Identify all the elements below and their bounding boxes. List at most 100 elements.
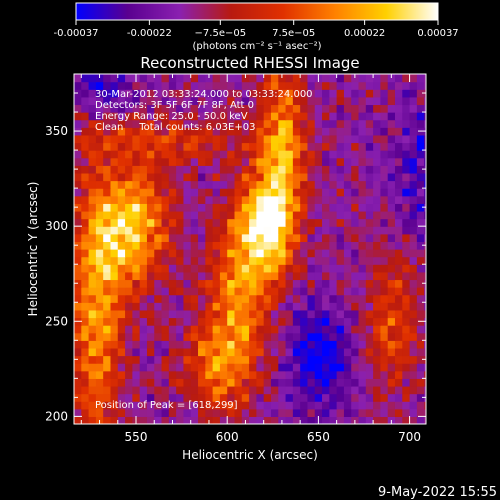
- heatmap-cell: [198, 302, 206, 311]
- heatmap-cell: [161, 81, 170, 90]
- heatmap-cell: [409, 416, 418, 424]
- heatmap-cell: [409, 256, 418, 265]
- heatmap-cell: [263, 74, 272, 83]
- heatmap-cell: [307, 203, 316, 212]
- heatmap-cell: [394, 188, 403, 197]
- heatmap-cell: [343, 378, 352, 387]
- heatmap-cell: [300, 279, 309, 288]
- heatmap-cell: [351, 309, 360, 319]
- heatmap-cell: [351, 317, 360, 326]
- heatmap-cell: [205, 408, 214, 417]
- heatmap-cell: [176, 119, 185, 128]
- heatmap-cell: [314, 89, 323, 98]
- heatmap-cell: [74, 210, 82, 220]
- heatmap-cell: [249, 378, 257, 387]
- heatmap-cell: [292, 127, 301, 136]
- heatmap-cell: [365, 416, 374, 424]
- heatmap-cell: [365, 294, 374, 303]
- heatmap-cell: [212, 416, 221, 424]
- heatmap-cell: [176, 363, 185, 372]
- heatmap-cell: [205, 279, 214, 288]
- heatmap-cell: [329, 157, 338, 166]
- heatmap-cell: [380, 233, 389, 242]
- heatmap-cell: [125, 127, 133, 136]
- heatmap-cell: [241, 157, 250, 166]
- heatmap-cell: [373, 355, 382, 364]
- heatmap-cell: [424, 195, 426, 204]
- heatmap-cell: [322, 317, 330, 326]
- heatmap-cell: [168, 104, 177, 113]
- heatmap-cell: [212, 408, 221, 417]
- heatmap-cell: [168, 89, 177, 98]
- heatmap-cell: [176, 233, 185, 242]
- heatmap-cell: [285, 279, 294, 288]
- heatmap-cell: [139, 355, 148, 364]
- heatmap-cell: [300, 317, 309, 326]
- heatmap-cell: [117, 89, 126, 98]
- heatmap-cell: [132, 89, 141, 98]
- heatmap-cell: [227, 96, 236, 106]
- heatmap-cell: [81, 287, 90, 296]
- heatmap-cell: [74, 408, 82, 417]
- heatmap-cell: [154, 294, 163, 303]
- heatmap-cell: [249, 393, 257, 402]
- heatmap-cell: [139, 172, 148, 182]
- heatmap-cell: [285, 256, 294, 265]
- heatmap-cell: [81, 134, 90, 144]
- heatmap-cell: [176, 325, 185, 334]
- heatmap-cell: [234, 134, 243, 144]
- heatmap-cell: [139, 309, 148, 319]
- heatmap-cell: [314, 233, 323, 242]
- heatmap-cell: [168, 195, 177, 204]
- heatmap-cell: [380, 363, 389, 372]
- heatmap-cell: [278, 340, 287, 349]
- heatmap-cell: [322, 233, 330, 242]
- heatmap-cell: [300, 165, 309, 174]
- heatmap-cell: [227, 89, 236, 98]
- heatmap-cell: [424, 134, 426, 144]
- heatmap-cell: [292, 287, 301, 296]
- heatmap-cell: [183, 203, 192, 212]
- heatmap-cell: [343, 355, 352, 364]
- heatmap-cell: [263, 264, 272, 273]
- heatmap-cell: [234, 226, 243, 235]
- heatmap-cell: [154, 347, 163, 357]
- heatmap-cell: [176, 393, 185, 402]
- heatmap-cell: [154, 287, 163, 296]
- heatmap-cell: [278, 157, 287, 166]
- heatmap-cell: [365, 165, 374, 174]
- heatmap-cell: [219, 294, 228, 303]
- heatmap-cell: [322, 218, 330, 227]
- heatmap-cell: [270, 378, 279, 387]
- heatmap-cell: [365, 347, 374, 357]
- heatmap-cell: [394, 378, 403, 387]
- heatmap-cell: [278, 150, 287, 159]
- heatmap-cell: [198, 355, 206, 364]
- heatmap-cell: [88, 218, 97, 227]
- heatmap-cell: [285, 416, 294, 424]
- heatmap-cell: [416, 279, 425, 288]
- heatmap-cell: [314, 363, 323, 372]
- heatmap-cell: [205, 203, 214, 212]
- heatmap-cell: [205, 264, 214, 273]
- heatmap-cell: [256, 157, 265, 166]
- heatmap-cell: [351, 340, 360, 349]
- heatmap-cell: [154, 142, 163, 151]
- heatmap-cell: [307, 355, 316, 364]
- heatmap-cell: [416, 226, 425, 235]
- heatmap-cell: [227, 309, 236, 319]
- heatmap-cell: [249, 317, 257, 326]
- heatmap-cell: [300, 119, 309, 128]
- heatmap-cell: [270, 416, 279, 424]
- heatmap-cell: [329, 188, 338, 197]
- heatmap-cell: [416, 256, 425, 265]
- heatmap-cell: [380, 249, 389, 258]
- heatmap-cell: [190, 309, 199, 319]
- heatmap-cell: [314, 347, 323, 357]
- heatmap-cell: [263, 127, 272, 136]
- heatmap-cell: [292, 347, 301, 357]
- heatmap-cell: [81, 89, 90, 98]
- heatmap-cell: [292, 408, 301, 417]
- heatmap-cell: [176, 256, 185, 265]
- heatmap-cell: [307, 180, 316, 189]
